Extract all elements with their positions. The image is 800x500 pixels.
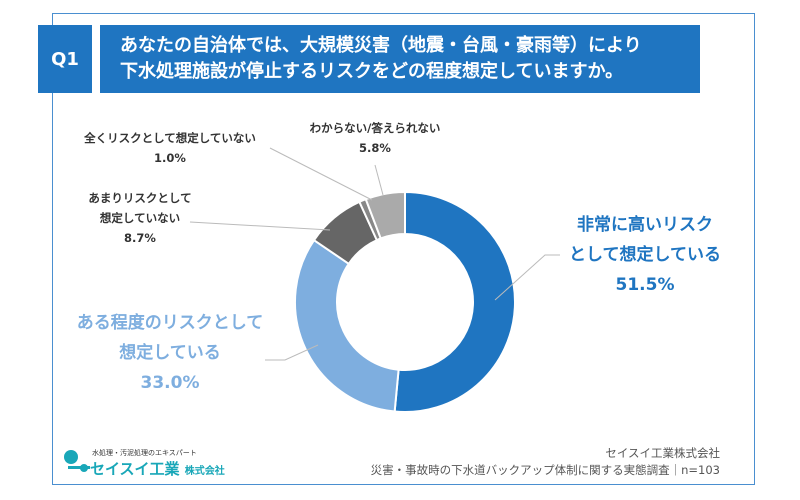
footer-source: セイスイ工業株式会社 災害・事故時の下水道バックアップ体制に関する実態調査｜n=… bbox=[371, 445, 720, 479]
slice-label-4: わからない/答えられない 5.8% bbox=[309, 121, 441, 155]
question-number: Q1 bbox=[38, 25, 92, 93]
leader-line-1 bbox=[265, 344, 319, 361]
slice-label-1: ある程度のリスクとして 想定している 33.0% bbox=[76, 313, 264, 393]
slice-label-3: 全くリスクとして想定していない 1.0% bbox=[84, 131, 256, 165]
slice-label-2: あまりリスクとして 想定していない 8.7% bbox=[88, 191, 192, 245]
question-title: あなたの自治体では、大規模災害（地震・台風・豪雨等）により 下水処理施設が停止す… bbox=[100, 25, 700, 93]
frame bbox=[52, 13, 755, 485]
leader-line-0 bbox=[494, 254, 560, 301]
leader-line-3 bbox=[269, 147, 373, 201]
footer-survey: 災害・事故時の下水道バックアップ体制に関する実態調査｜n=103 bbox=[370, 463, 720, 477]
leader-line-4 bbox=[374, 164, 384, 196]
slice-label-0: 非常に高いリスク として想定している 51.5% bbox=[569, 215, 721, 295]
question-line-2: 下水処理施設が停止するリスクをどの程度想定していますか。 bbox=[120, 61, 624, 82]
donut-slice-0 bbox=[393, 190, 516, 413]
question-line-1: あなたの自治体では、大規模災害（地震・台風・豪雨等）により bbox=[120, 35, 642, 56]
footer-company: セイスイ工業株式会社 bbox=[605, 446, 720, 460]
donut-slice-4 bbox=[364, 190, 406, 240]
donut-slice-1 bbox=[294, 238, 400, 413]
leader-line-2 bbox=[189, 221, 331, 231]
